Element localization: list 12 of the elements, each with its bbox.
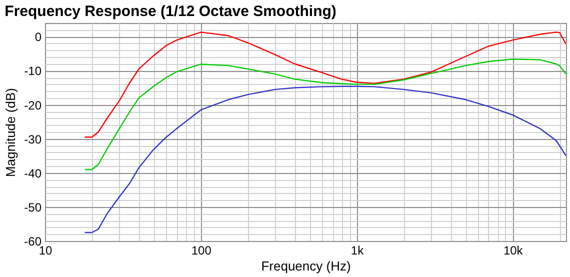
x-tick-label: 10k [503, 244, 524, 258]
y-tick-label: -50 [24, 200, 42, 214]
y-tick-label: -40 [24, 166, 42, 180]
x-tick-label: 1k [350, 244, 365, 258]
y-tick-label: -30 [24, 132, 42, 146]
y-tick-label: -10 [24, 64, 42, 78]
x-axis-title: Frequency (Hz) [261, 258, 351, 274]
y-tick-label: -20 [24, 98, 42, 112]
y-tick-label: 0 [34, 30, 42, 44]
chart-title: Frequency Response (1/12 Octave Smoothing) [4, 3, 336, 20]
y-axis-title: Magnitude (dB) [3, 88, 18, 177]
x-tick-label: 100 [191, 244, 212, 258]
